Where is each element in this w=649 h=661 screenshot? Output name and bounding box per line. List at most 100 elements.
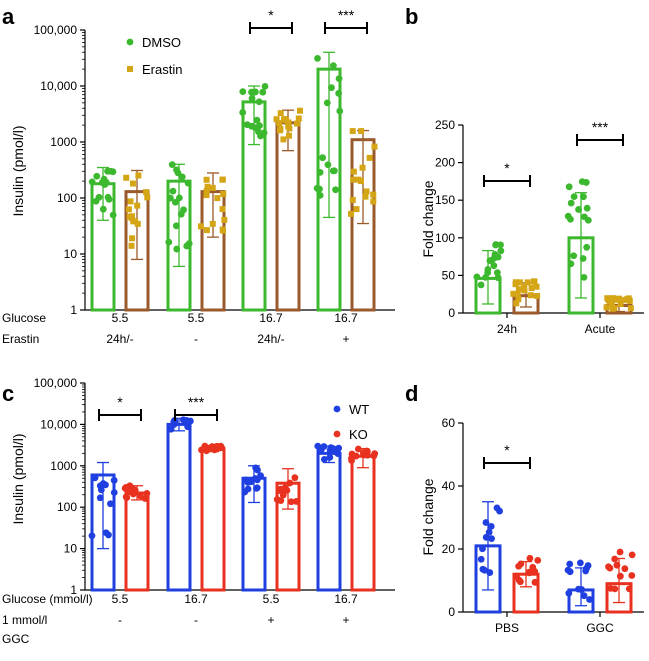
- data-point: [328, 84, 335, 92]
- data-point: [109, 211, 117, 219]
- data-point: [131, 486, 139, 494]
- data-point: [203, 176, 210, 183]
- data-point: [319, 154, 327, 162]
- data-point: [332, 186, 340, 194]
- data-point: [579, 255, 587, 262]
- data-point: [277, 497, 285, 505]
- data-point: [203, 188, 210, 195]
- data-point: [362, 193, 369, 200]
- data-point: [256, 122, 263, 130]
- data-point: [628, 551, 636, 559]
- data-point: [329, 167, 337, 175]
- data-point: [178, 173, 186, 181]
- data-point: [128, 242, 135, 249]
- data-point: [359, 164, 366, 171]
- data-point: [276, 127, 283, 134]
- data-point: [607, 584, 615, 592]
- data-point: [253, 484, 261, 492]
- data-point: [143, 489, 151, 497]
- data-point: [611, 304, 618, 311]
- data-point: [363, 188, 370, 195]
- data-point: [625, 585, 633, 593]
- data-point: [613, 561, 621, 569]
- condition-value: 24h/-: [106, 332, 133, 346]
- data-point: [281, 116, 288, 123]
- y-tick-label: 1000: [50, 135, 77, 149]
- data-point: [477, 281, 485, 289]
- data-point: [525, 569, 533, 577]
- data-point: [323, 99, 331, 107]
- condition-row-label: Glucose: [2, 311, 46, 325]
- data-point: [277, 485, 285, 493]
- data-point: [88, 532, 96, 540]
- data-point: [529, 563, 537, 571]
- data-point: [493, 504, 501, 512]
- condition-value: -: [118, 613, 122, 627]
- legend-label: WT: [349, 402, 369, 417]
- data-point: [241, 488, 249, 496]
- data-point: [172, 222, 180, 230]
- data-point: [526, 554, 534, 562]
- data-point: [316, 168, 324, 176]
- condition-value: 5.5: [112, 592, 129, 606]
- data-point: [285, 119, 292, 126]
- y-tick-label: 0: [448, 605, 455, 619]
- data-point: [603, 304, 610, 311]
- data-point: [512, 279, 519, 286]
- panel-letter-a: a: [2, 4, 15, 29]
- significance-label: *: [504, 160, 510, 176]
- data-point: [485, 528, 493, 536]
- data-point: [96, 494, 104, 502]
- condition-value: -: [194, 613, 198, 627]
- data-point: [173, 166, 180, 174]
- data-point: [292, 498, 300, 505]
- data-point: [516, 279, 523, 286]
- data-point: [521, 287, 528, 294]
- data-point: [580, 193, 587, 201]
- data-point: [350, 168, 357, 175]
- data-point: [353, 206, 360, 213]
- data-point: [168, 161, 176, 169]
- panel-d-ylabel: Fold change: [420, 478, 436, 555]
- data-point: [173, 245, 181, 253]
- data-point: [248, 94, 256, 102]
- data-point: [473, 273, 481, 281]
- data-point: [219, 206, 226, 213]
- legend-label: DMSO: [142, 35, 181, 50]
- condition-value: +: [342, 613, 349, 627]
- y-tick-label: 250: [435, 118, 455, 132]
- data-point: [497, 241, 504, 249]
- data-point: [273, 116, 280, 123]
- data-point: [625, 295, 632, 302]
- condition-value: -: [194, 332, 198, 346]
- data-point: [492, 241, 499, 249]
- y-tick-label: 100: [57, 191, 77, 205]
- data-point: [97, 486, 105, 494]
- data-point: [171, 418, 179, 425]
- data-point: [531, 578, 539, 586]
- data-point: [110, 476, 118, 484]
- data-point: [605, 563, 612, 571]
- data-point: [197, 223, 204, 230]
- data-point: [477, 555, 485, 563]
- legend-marker: [127, 66, 133, 72]
- data-point: [565, 589, 573, 597]
- data-point: [370, 198, 377, 205]
- data-point: [616, 548, 624, 556]
- legend-marker: [333, 405, 341, 413]
- data-point: [93, 172, 101, 180]
- data-point: [348, 454, 355, 462]
- data-point: [482, 533, 490, 541]
- panel-d-chart: 0 20 40 60 * PBS GGC: [442, 416, 644, 635]
- data-point: [129, 235, 136, 242]
- legend-marker: [333, 430, 341, 438]
- data-point: [219, 176, 226, 183]
- data-point: [567, 215, 574, 223]
- data-point: [171, 198, 179, 206]
- condition-value: 24h/-: [257, 332, 284, 346]
- data-point: [570, 193, 578, 200]
- data-point: [110, 489, 118, 496]
- data-point: [209, 184, 216, 191]
